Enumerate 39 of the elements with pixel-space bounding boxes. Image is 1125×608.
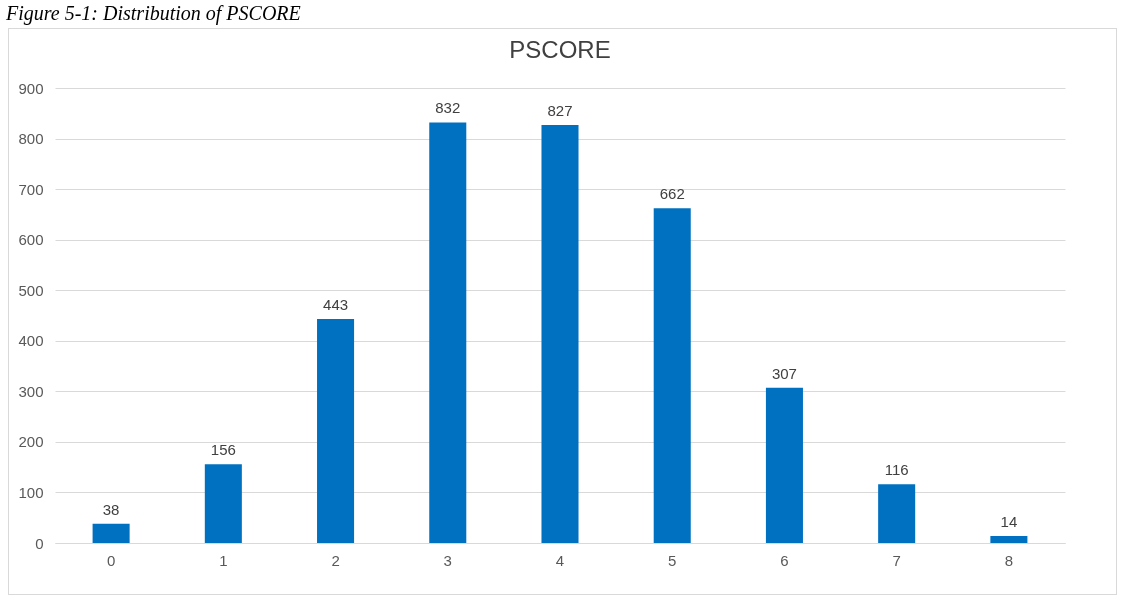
y-tick-label: 900 [18,79,44,97]
data-label: 827 [547,101,573,119]
y-tick-label: 100 [18,483,44,501]
bar [541,124,579,543]
chart-title: PSCORE [509,36,611,63]
bar [990,535,1028,543]
data-label: 307 [771,364,797,382]
bar [653,208,691,543]
data-label: 156 [210,441,236,459]
bar [878,484,916,543]
bar [92,523,130,543]
y-tick-label: 500 [18,281,44,299]
bar [317,319,355,543]
bar [429,122,467,543]
x-tick-label: 3 [443,551,452,569]
x-tick-label: 6 [780,551,789,569]
y-tick-label: 600 [18,231,44,249]
y-tick-label: 300 [18,382,44,400]
x-tick-label: 7 [892,551,901,569]
x-tick-label: 1 [219,551,228,569]
y-tick-label: 800 [18,130,44,148]
x-tick-label: 4 [555,551,565,569]
y-tick-label: 400 [18,332,44,350]
caption: Figure 5-1: Distribution of PSCORE [5,1,302,27]
data-label: 116 [884,461,909,479]
data-label: 38 [102,500,120,518]
x-tick-label: 0 [106,551,116,569]
y-tick-label: 0 [35,534,44,552]
data-label: 14 [1000,512,1018,530]
data-label: 832 [435,99,461,117]
y-tick-label: 200 [18,433,44,451]
bar [204,464,242,543]
data-label: 662 [659,185,685,203]
data-label: 443 [323,296,349,314]
x-tick-label: 2 [331,551,340,569]
x-tick-label: 8 [1004,551,1014,569]
bar [765,387,803,543]
x-tick-label: 5 [668,551,677,569]
y-tick-label: 700 [18,180,44,198]
